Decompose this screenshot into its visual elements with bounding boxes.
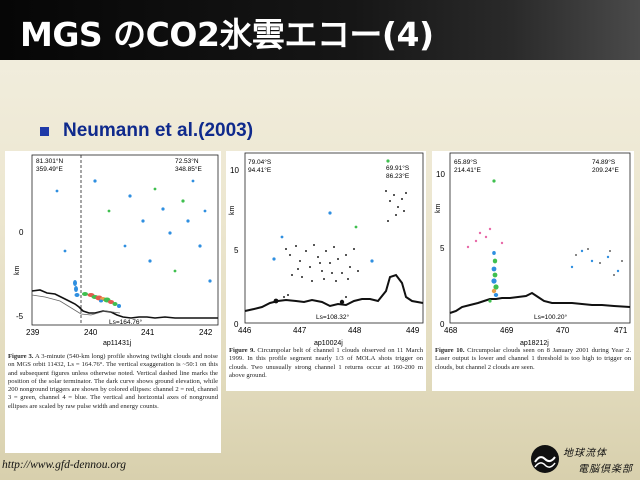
corner-left-lat: 65.89°S [454,158,478,166]
cloud-dots [283,190,407,298]
corner-right-lon: 209.24°E [592,166,619,174]
strong-returns [272,159,390,305]
corner-right-lat: 72.53°N [175,157,199,165]
ytick-10: 10 [230,166,239,175]
logo-text-top: 地球流体 [563,447,608,459]
caption-number: Figure 10. [435,347,465,354]
corner-right-lon: 348.85°E [175,165,202,173]
plot-frame [244,152,424,324]
xtick-471: 471 [614,326,628,335]
ytick-10: 10 [436,170,445,179]
bullet-text: Neumann et al.(2003) [63,120,254,141]
figure-3-caption: Figure 3. A 3-minute (540-km long) profi… [8,353,218,411]
xtick-446: 446 [238,326,252,335]
logo-text-bottom: 電脳倶楽部 [578,463,634,475]
y-axis-label: km [435,204,442,214]
plot-frame [449,152,631,324]
figure-9-caption: Figure 9. Circumpolar belt of channel 1 … [229,347,423,380]
corner-right-lon: 86.23°E [386,172,410,180]
gfd-dennou-logo: 地球流体 電脳倶楽部 [531,445,634,475]
x-axis-label: ap10024j [314,340,343,347]
secondary-curve [31,294,121,316]
x-axis-label: ap18212j [520,340,549,347]
xtick-448: 448 [348,326,362,335]
plot-frame [31,154,219,326]
corner-left-lat: 81.301°N [36,157,63,165]
title-bar: MGS のCO2氷雲エコー(4) [0,0,640,60]
cloud-ellipses [466,179,620,303]
noise-dots [575,248,623,276]
ytick-0: 0 [440,320,445,329]
caption-text: Circumpolar belt of channel 1 clouds obs… [229,347,423,379]
figure-3-panel: 81.301°N 359.49°E 72.53°N 348.85°E 0 -5 … [5,151,221,453]
ground-curve [449,291,631,314]
caption-text: A 3-minute (540-km long) profile showing… [8,353,218,410]
ytick-5: 5 [234,246,239,255]
bullet-item: Neumann et al.(2003) [40,119,253,143]
figure-10-plot: 65.89°S 214.41°E 74.89°S 209.24°E 10 5 0… [435,152,631,347]
footer-url[interactable]: http://www.gfd-dennou.org [2,459,126,471]
figure-10-caption: Figure 10. Circumpolar clouds seen on 8 … [435,347,631,372]
y-axis-label: km [14,266,21,276]
ls-label: Ls=164.76° [109,318,143,326]
ls-label: Ls=108.32° [316,313,350,321]
figure-3-plot: 81.301°N 359.49°E 72.53°N 348.85°E 0 -5 … [14,154,219,347]
figure-10-panel: 65.89°S 214.41°E 74.89°S 209.24°E 10 5 0… [432,151,634,391]
caption-text: Circumpolar clouds seen on 8 January 200… [435,347,631,371]
figure-9-panel: 79.04°S 94.41°E 69.91°S 86.23°E 10 5 0 k… [226,151,426,391]
ytick-5: 5 [440,244,445,253]
caption-number: Figure 9. [229,347,255,354]
y-axis-label: km [229,206,236,216]
xtick-242: 242 [199,328,213,337]
xtick-447: 447 [293,326,307,335]
logo-wave-icon [534,456,556,463]
slide-title: MGS のCO2氷雲エコー(4) [20,15,434,54]
ground-curve [31,289,218,319]
corner-left-lon: 94.41°E [248,166,272,174]
ytick-0: 0 [19,228,24,237]
corner-right-lat: 69.91°S [386,164,410,172]
ground-curve [244,273,424,312]
xtick-240: 240 [84,328,98,337]
x-axis-label: ap11431j [103,340,132,347]
bullet-square-icon [40,126,49,136]
corner-left-lon: 359.49°E [36,165,63,173]
xtick-470: 470 [556,326,570,335]
corner-left-lat: 79.04°S [248,158,272,166]
xtick-449: 449 [406,326,420,335]
caption-number: Figure 3. [8,353,34,360]
ytick-neg5: -5 [16,312,24,321]
xtick-469: 469 [500,326,514,335]
corner-right-lat: 74.89°S [592,158,616,166]
corner-left-lon: 214.41°E [454,166,481,174]
xtick-468: 468 [444,326,458,335]
xtick-239: 239 [26,328,40,337]
ytick-0: 0 [234,320,239,329]
cloud-ellipses [55,179,212,308]
figure-9-plot: 79.04°S 94.41°E 69.91°S 86.23°E 10 5 0 k… [229,152,424,347]
ls-label: Ls=100.20° [534,313,568,321]
xtick-241: 241 [141,328,155,337]
